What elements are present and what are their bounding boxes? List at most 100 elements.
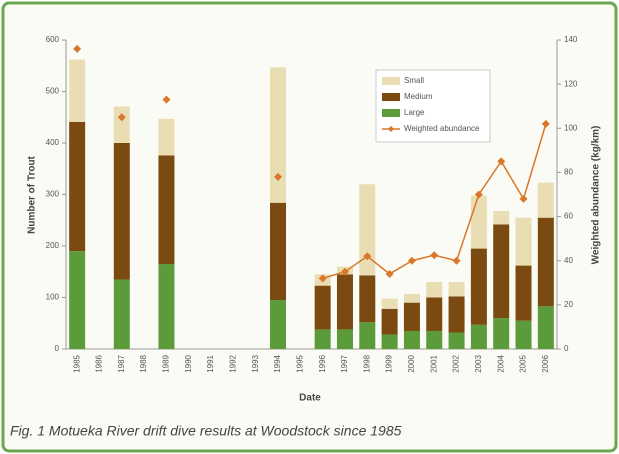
x-tick-label: 2001 bbox=[429, 354, 438, 372]
bar-segment bbox=[515, 265, 532, 321]
marker bbox=[363, 252, 372, 261]
marker bbox=[73, 44, 82, 53]
x-tick-label: 1988 bbox=[139, 354, 148, 372]
x-tick-label: 1993 bbox=[251, 354, 260, 372]
bar-segment bbox=[470, 324, 487, 349]
x-tick-label: 2004 bbox=[496, 354, 505, 372]
y2-tick-label: 0 bbox=[564, 344, 569, 353]
x-tick-label: 1994 bbox=[273, 354, 282, 372]
bar-segment bbox=[270, 67, 287, 203]
marker bbox=[474, 190, 483, 199]
marker bbox=[519, 194, 528, 203]
bar-segment bbox=[113, 106, 130, 143]
legend-marker bbox=[388, 126, 394, 132]
bar-segment bbox=[403, 293, 420, 303]
x-tick-label: 1989 bbox=[162, 354, 171, 372]
bar-segment bbox=[426, 282, 443, 298]
x-tick-label: 1997 bbox=[340, 354, 349, 372]
marker bbox=[430, 251, 439, 260]
y2-axis-title: Weighted abundance (kg/km) bbox=[591, 126, 602, 265]
bar-segment bbox=[515, 217, 532, 266]
bar-segment bbox=[537, 217, 554, 307]
x-tick-label: 2003 bbox=[474, 354, 483, 372]
legend-label: Weighted abundance bbox=[404, 124, 480, 133]
x-tick-label: 2000 bbox=[407, 354, 416, 372]
bar-segment bbox=[359, 184, 376, 276]
x-tick-label: 1990 bbox=[184, 354, 193, 372]
y2-tick-label: 40 bbox=[564, 256, 573, 265]
x-tick-label: 2005 bbox=[519, 354, 528, 372]
bar-segment bbox=[493, 224, 510, 319]
marker bbox=[340, 267, 349, 276]
y2-tick-label: 100 bbox=[564, 123, 578, 132]
bar-segment bbox=[537, 306, 554, 349]
bar-segment bbox=[158, 118, 175, 156]
bar-segment bbox=[69, 251, 86, 349]
y-tick-label: 300 bbox=[46, 190, 60, 199]
bar-segment bbox=[537, 182, 554, 218]
legend-swatch bbox=[382, 93, 400, 101]
y2-tick-label: 120 bbox=[564, 79, 578, 88]
bar-segment bbox=[336, 329, 353, 349]
bar-segment bbox=[493, 210, 510, 225]
marker bbox=[117, 113, 126, 122]
legend-swatch bbox=[382, 77, 400, 85]
bar-segment bbox=[403, 330, 420, 349]
legend-label: Small bbox=[404, 76, 424, 85]
x-tick-label: 2006 bbox=[541, 354, 550, 372]
x-tick-label: 1985 bbox=[72, 354, 81, 372]
bar-segment bbox=[448, 296, 465, 333]
caption: Fig. 1 Motueka River drift dive results … bbox=[10, 423, 402, 439]
bar-segment bbox=[515, 320, 532, 349]
bar-segment bbox=[493, 318, 510, 349]
marker bbox=[407, 256, 416, 265]
bar-segment bbox=[470, 248, 487, 325]
bar-segment bbox=[69, 121, 86, 252]
bar-segment bbox=[359, 275, 376, 323]
y-tick-label: 0 bbox=[55, 344, 60, 353]
x-axis-title: Date bbox=[299, 393, 321, 404]
bar-segment bbox=[113, 143, 130, 280]
y2-tick-label: 20 bbox=[564, 300, 573, 309]
legend-swatch bbox=[382, 109, 400, 117]
marker bbox=[318, 274, 327, 283]
marker bbox=[541, 119, 550, 128]
bar-segment bbox=[270, 300, 287, 349]
bar-segment bbox=[270, 202, 287, 301]
x-tick-label: 1998 bbox=[362, 354, 371, 372]
x-tick-label: 1986 bbox=[95, 354, 104, 372]
bar-segment bbox=[448, 332, 465, 349]
bar-segment bbox=[69, 59, 86, 122]
bar-segment bbox=[470, 195, 487, 249]
bar-segment bbox=[359, 322, 376, 349]
bar-segment bbox=[113, 279, 130, 349]
y-tick-label: 100 bbox=[46, 293, 60, 302]
y-tick-label: 600 bbox=[46, 35, 60, 44]
marker bbox=[452, 256, 461, 265]
x-tick-label: 2002 bbox=[452, 354, 461, 372]
bar-segment bbox=[158, 264, 175, 349]
bar-segment bbox=[336, 274, 353, 330]
y-tick-label: 400 bbox=[46, 138, 60, 147]
legend-label: Medium bbox=[404, 92, 433, 101]
y-axis-title: Number of Trout bbox=[27, 155, 38, 233]
y2-tick-label: 140 bbox=[564, 35, 578, 44]
x-tick-label: 1995 bbox=[295, 354, 304, 372]
x-tick-label: 1991 bbox=[206, 354, 215, 372]
bar-segment bbox=[381, 334, 398, 349]
bar-segment bbox=[381, 298, 398, 309]
y-tick-label: 200 bbox=[46, 241, 60, 250]
bar-segment bbox=[381, 308, 398, 335]
x-tick-label: 1992 bbox=[228, 354, 237, 372]
y2-tick-label: 60 bbox=[564, 212, 573, 221]
y2-tick-label: 80 bbox=[564, 168, 573, 177]
bar-segment bbox=[403, 302, 420, 331]
legend-label: Large bbox=[404, 108, 425, 117]
bar-segment bbox=[158, 155, 175, 265]
bar-segment bbox=[426, 297, 443, 331]
marker bbox=[162, 95, 171, 104]
bar-segment bbox=[426, 330, 443, 349]
x-tick-label: 1999 bbox=[385, 354, 394, 372]
y-tick-label: 500 bbox=[46, 87, 60, 96]
